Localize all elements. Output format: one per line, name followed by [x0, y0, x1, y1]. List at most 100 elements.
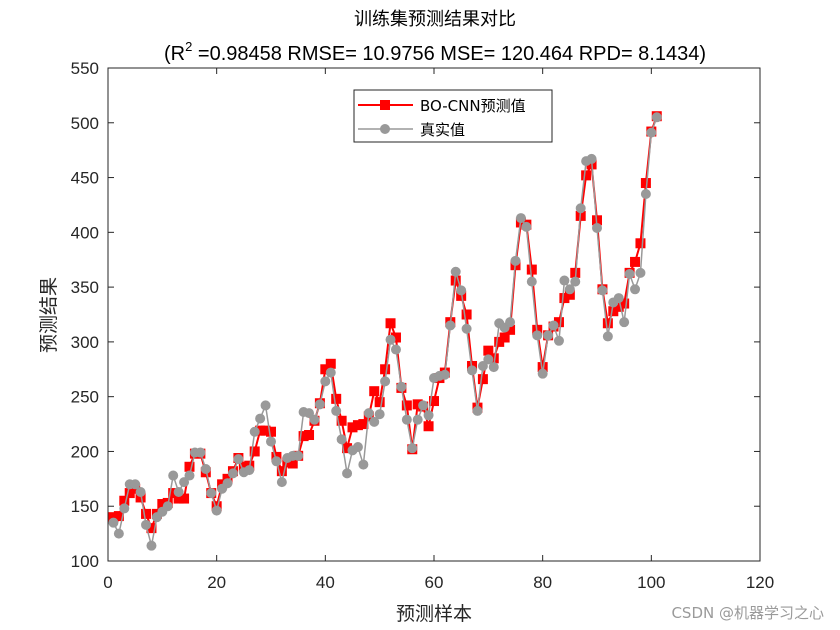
actual-point: [619, 317, 630, 328]
prediction-point: [179, 493, 190, 504]
prediction-point: [499, 332, 510, 343]
actual-point: [390, 344, 401, 355]
prediction-point: [369, 386, 380, 397]
series-actual: [108, 112, 662, 551]
actual-point: [222, 478, 233, 489]
actual-point: [461, 323, 472, 334]
actual-point: [276, 477, 287, 488]
prediction-point: [304, 430, 315, 441]
actual-point: [532, 330, 543, 341]
actual-point: [597, 285, 608, 296]
actual-point: [179, 477, 190, 488]
prediction-point: [461, 309, 472, 320]
prediction-point: [331, 393, 342, 404]
actual-point: [119, 503, 130, 514]
actual-point: [467, 365, 478, 376]
actual-point: [401, 414, 412, 425]
actual-point: [488, 362, 499, 373]
prediction-point: [266, 426, 276, 437]
actual-point: [309, 414, 320, 425]
y-tick-label: 250: [71, 388, 99, 407]
actual-point: [325, 367, 336, 378]
actual-point: [564, 284, 575, 295]
actual-point: [586, 153, 597, 164]
actual-point: [651, 112, 662, 123]
actual-point: [640, 188, 651, 199]
actual-point: [635, 267, 646, 278]
x-tick-label: 100: [637, 573, 665, 592]
y-tick-label: 150: [71, 497, 99, 516]
actual-point: [412, 414, 423, 425]
actual-point: [521, 221, 532, 232]
subtitle-rest: =0.98458 RMSE= 10.9756 MSE= 120.464 RPD=…: [192, 43, 706, 65]
subtitle-superscript: 2: [185, 39, 192, 54]
legend-marker-prediction: [380, 100, 390, 110]
actual-point: [141, 519, 152, 530]
actual-point: [526, 276, 537, 287]
prediction-point: [630, 256, 641, 267]
y-tick-label: 200: [71, 442, 99, 461]
actual-point: [613, 293, 624, 304]
prediction-point: [374, 397, 385, 408]
actual-point: [456, 285, 467, 296]
y-tick-label: 100: [71, 552, 99, 571]
legend-marker-actual: [380, 124, 390, 134]
actual-point: [293, 450, 304, 461]
chart-title: 训练集预测结果对比: [354, 9, 516, 30]
actual-point: [271, 456, 282, 467]
actual-point: [173, 486, 184, 497]
prediction-point: [276, 466, 287, 477]
actual-point: [195, 447, 206, 458]
actual-point: [385, 334, 396, 345]
y-axis-label: 预测结果: [38, 277, 60, 353]
actual-point: [602, 331, 613, 342]
y-tick-label: 550: [71, 59, 99, 78]
prediction-point: [249, 446, 260, 457]
actual-point: [630, 284, 641, 295]
actual-point: [369, 416, 380, 427]
actual-point: [483, 354, 494, 365]
x-tick-label: 0: [103, 573, 112, 592]
actual-point: [168, 470, 179, 481]
series-layer: [108, 111, 662, 551]
actual-point: [575, 203, 586, 214]
actual-point: [380, 376, 391, 387]
legend-label-actual: 真实值: [420, 121, 465, 139]
watermark: CSDN @机器学习之心: [671, 604, 824, 622]
actual-point: [304, 408, 315, 419]
actual-point: [249, 426, 260, 437]
subtitle-prefix: (R: [164, 43, 185, 65]
actual-point: [477, 360, 488, 371]
actual-point: [505, 317, 516, 328]
prediction-point: [635, 238, 646, 249]
actual-point: [266, 436, 276, 447]
actual-point: [108, 517, 119, 528]
legend-label-prediction: BO-CNN预测值: [420, 97, 526, 115]
actual-point: [233, 454, 244, 465]
prediction-point: [581, 170, 592, 181]
prediction-point: [380, 364, 391, 375]
legend: BO-CNN预测值 真实值: [353, 89, 553, 143]
actual-point: [331, 405, 342, 416]
actual-point: [244, 465, 255, 476]
x-tick-label: 120: [746, 573, 774, 592]
actual-point: [445, 320, 456, 331]
x-tick-label: 80: [533, 573, 552, 592]
actual-point: [336, 434, 347, 445]
actual-point: [146, 540, 157, 551]
actual-point: [374, 409, 385, 420]
chart-subtitle: (R2 =0.98458 RMSE= 10.9756 MSE= 120.464 …: [164, 39, 706, 65]
actual-point: [510, 255, 521, 266]
y-tick-label: 400: [71, 223, 99, 242]
actual-point: [418, 400, 429, 411]
actual-point: [537, 368, 548, 379]
actual-point: [439, 369, 450, 380]
actual-point: [227, 468, 238, 479]
y-tick-label: 450: [71, 169, 99, 188]
plot-area: [107, 67, 761, 562]
prediction-point: [477, 374, 488, 385]
x-axis-label: 预测样本: [396, 603, 472, 625]
y-tick-label: 350: [71, 278, 99, 297]
actual-point: [450, 266, 461, 277]
